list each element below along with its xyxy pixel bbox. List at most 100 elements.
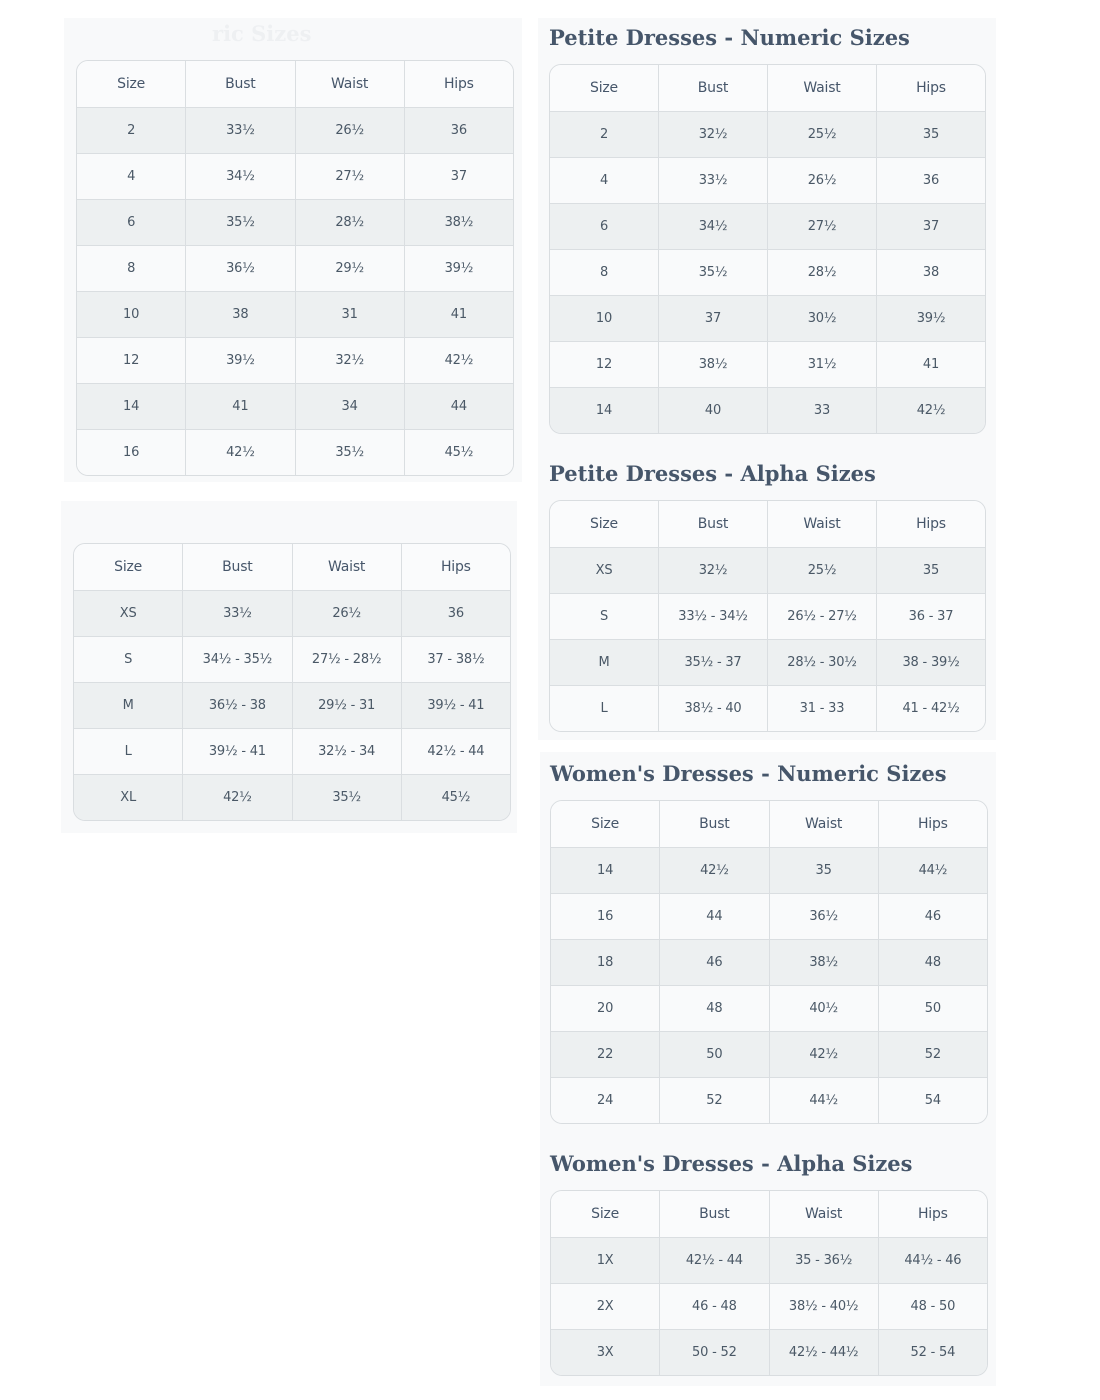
column-header: Waist bbox=[294, 61, 404, 107]
table-cell: 3X bbox=[596, 1345, 614, 1360]
table-cell: 2X bbox=[596, 1299, 614, 1314]
table-cell: 39½ - 41 bbox=[182, 729, 291, 774]
table-title: Petite Dresses - Numeric Sizes bbox=[549, 25, 910, 50]
table-cell: 44½ bbox=[877, 848, 987, 893]
table-cell: 25½ bbox=[767, 548, 876, 593]
table-cell: M bbox=[122, 698, 134, 713]
table-row: 6 34½ 27½ 37 bbox=[550, 203, 985, 249]
table-cell: 52 bbox=[659, 1078, 768, 1123]
table-cell: 33½ bbox=[185, 108, 294, 153]
table-row: S 34½ - 35½ 27½ - 28½ 37 - 38½ bbox=[74, 636, 510, 682]
table-cell: 33½ bbox=[182, 591, 291, 636]
table-row: M 35½ - 37 28½ - 30½ 38 - 39½ bbox=[550, 639, 985, 685]
table-row: 2 32½ 25½ 35 bbox=[550, 111, 985, 157]
column-header: Bust bbox=[182, 544, 291, 590]
header-row: Size Bust Waist Hips bbox=[550, 501, 985, 547]
table-cell: 20 bbox=[597, 1001, 614, 1016]
table-cell: 2 bbox=[127, 123, 136, 138]
table-cell: 36½ bbox=[185, 246, 294, 291]
table-cell: 26½ bbox=[767, 158, 876, 203]
table-cell: 35 bbox=[768, 848, 878, 893]
table-cell: 10 bbox=[123, 307, 140, 322]
table-row: 14 41 34 44 bbox=[77, 383, 513, 429]
table-cell: 27½ bbox=[294, 154, 404, 199]
table-cell: 39½ bbox=[185, 338, 294, 383]
table-cell: 50 bbox=[877, 986, 987, 1031]
table-cell: 36½ - 38 bbox=[182, 683, 291, 728]
table-row: 14 42½ 35 44½ bbox=[551, 847, 987, 893]
column-header: Waist bbox=[767, 501, 876, 547]
table-cell: 37 bbox=[403, 154, 513, 199]
table-row: 4 33½ 26½ 36 bbox=[550, 157, 985, 203]
table-cell: 34 bbox=[294, 384, 404, 429]
header-row: Size Bust Waist Hips bbox=[551, 1191, 987, 1237]
column-header: Hips bbox=[877, 801, 987, 847]
table-cell: 10 bbox=[595, 311, 613, 326]
table-row: 18 46 38½ 48 bbox=[551, 939, 987, 985]
table-cell: 42½ - 44 bbox=[659, 1238, 768, 1283]
table-cell: 48 bbox=[659, 986, 768, 1031]
table-cell: 42½ bbox=[185, 430, 294, 475]
table-row: 14 40 33 42½ bbox=[550, 387, 985, 433]
table-cell: 50 - 52 bbox=[659, 1330, 768, 1375]
column-header: Waist bbox=[767, 65, 876, 111]
table-cell: M bbox=[598, 655, 610, 670]
table-cell: 42½ - 44 bbox=[400, 729, 510, 774]
table-cell: 36 bbox=[403, 108, 513, 153]
table-row: 12 38½ 31½ 41 bbox=[550, 341, 985, 387]
table-row: 12 39½ 32½ 42½ bbox=[77, 337, 513, 383]
table-cell: 42½ bbox=[659, 848, 768, 893]
column-header: Hips bbox=[403, 61, 513, 107]
table-cell: 8 bbox=[599, 265, 609, 280]
table-cell: 33½ bbox=[658, 158, 767, 203]
table-cell: 16 bbox=[123, 445, 140, 460]
table-cell: 38½ bbox=[658, 342, 767, 387]
table-cell: 32½ - 34 bbox=[291, 729, 401, 774]
table-cell: 4 bbox=[599, 173, 609, 188]
table-row: 8 36½ 29½ 39½ bbox=[77, 245, 513, 291]
table-cell: 32½ bbox=[294, 338, 404, 383]
table-cell: 46 bbox=[877, 894, 987, 939]
table-cell: 31 bbox=[294, 292, 404, 337]
table-cell: 6 bbox=[127, 215, 136, 230]
table-cell: 28½ bbox=[294, 200, 404, 245]
table-cell: 8 bbox=[127, 261, 136, 276]
column-header: Bust bbox=[185, 61, 294, 107]
size-table-petite-numeric: Size Bust Waist Hips 2 32½ 25½ 35 4 33½ 26½ 36 6 34½ 2… bbox=[549, 64, 986, 434]
column-header: Hips bbox=[876, 65, 985, 111]
table-cell: 35½ bbox=[658, 250, 767, 295]
size-table-womens-numeric: Size Bust Waist Hips 14 42½ 35 44½ 16 44 36½ 46 18 46… bbox=[550, 800, 988, 1124]
table-cell: 12 bbox=[595, 357, 613, 372]
table-cell: 36 bbox=[876, 158, 985, 203]
table-cell: 34½ bbox=[185, 154, 294, 199]
column-header: Waist bbox=[768, 1191, 878, 1237]
table-cell: 33½ - 34½ bbox=[658, 594, 767, 639]
column-header: Hips bbox=[877, 1191, 987, 1237]
header-row: Size Bust Waist Hips bbox=[74, 544, 510, 590]
table-cell: 36 - 37 bbox=[876, 594, 985, 639]
table-cell: 48 bbox=[877, 940, 987, 985]
table-row: 10 37 30½ 39½ bbox=[550, 295, 985, 341]
table-cell: 36½ bbox=[768, 894, 878, 939]
table-row: XL 42½ 35½ 45½ bbox=[74, 774, 510, 820]
column-header: Bust bbox=[659, 801, 768, 847]
table-cell: L bbox=[124, 744, 132, 759]
column-header: Size bbox=[590, 516, 618, 532]
table-cell: 26½ bbox=[291, 591, 401, 636]
table-row: XS 32½ 25½ 35 bbox=[550, 547, 985, 593]
table-row: L 39½ - 41 32½ - 34 42½ - 44 bbox=[74, 728, 510, 774]
table-cell: 14 bbox=[595, 403, 613, 418]
table-cell: 35 bbox=[876, 112, 985, 157]
table-cell: 38 bbox=[876, 250, 985, 295]
column-header: Bust bbox=[658, 65, 767, 111]
table-row: 10 38 31 41 bbox=[77, 291, 513, 337]
table-cell: 18 bbox=[597, 955, 614, 970]
size-table-petite-alpha: Size Bust Waist Hips XS 32½ 25½ 35 S 33½ - 34½ 26½… bbox=[549, 500, 986, 732]
table-title: Women's Dresses - Alpha Sizes bbox=[550, 1151, 913, 1176]
table-cell: 36 bbox=[400, 591, 510, 636]
table-cell: 41 - 42½ bbox=[876, 686, 985, 731]
column-header: Hips bbox=[876, 501, 985, 547]
table-cell: 27½ - 28½ bbox=[291, 637, 401, 682]
table-row: 4 34½ 27½ 37 bbox=[77, 153, 513, 199]
table-cell: 52 bbox=[877, 1032, 987, 1077]
